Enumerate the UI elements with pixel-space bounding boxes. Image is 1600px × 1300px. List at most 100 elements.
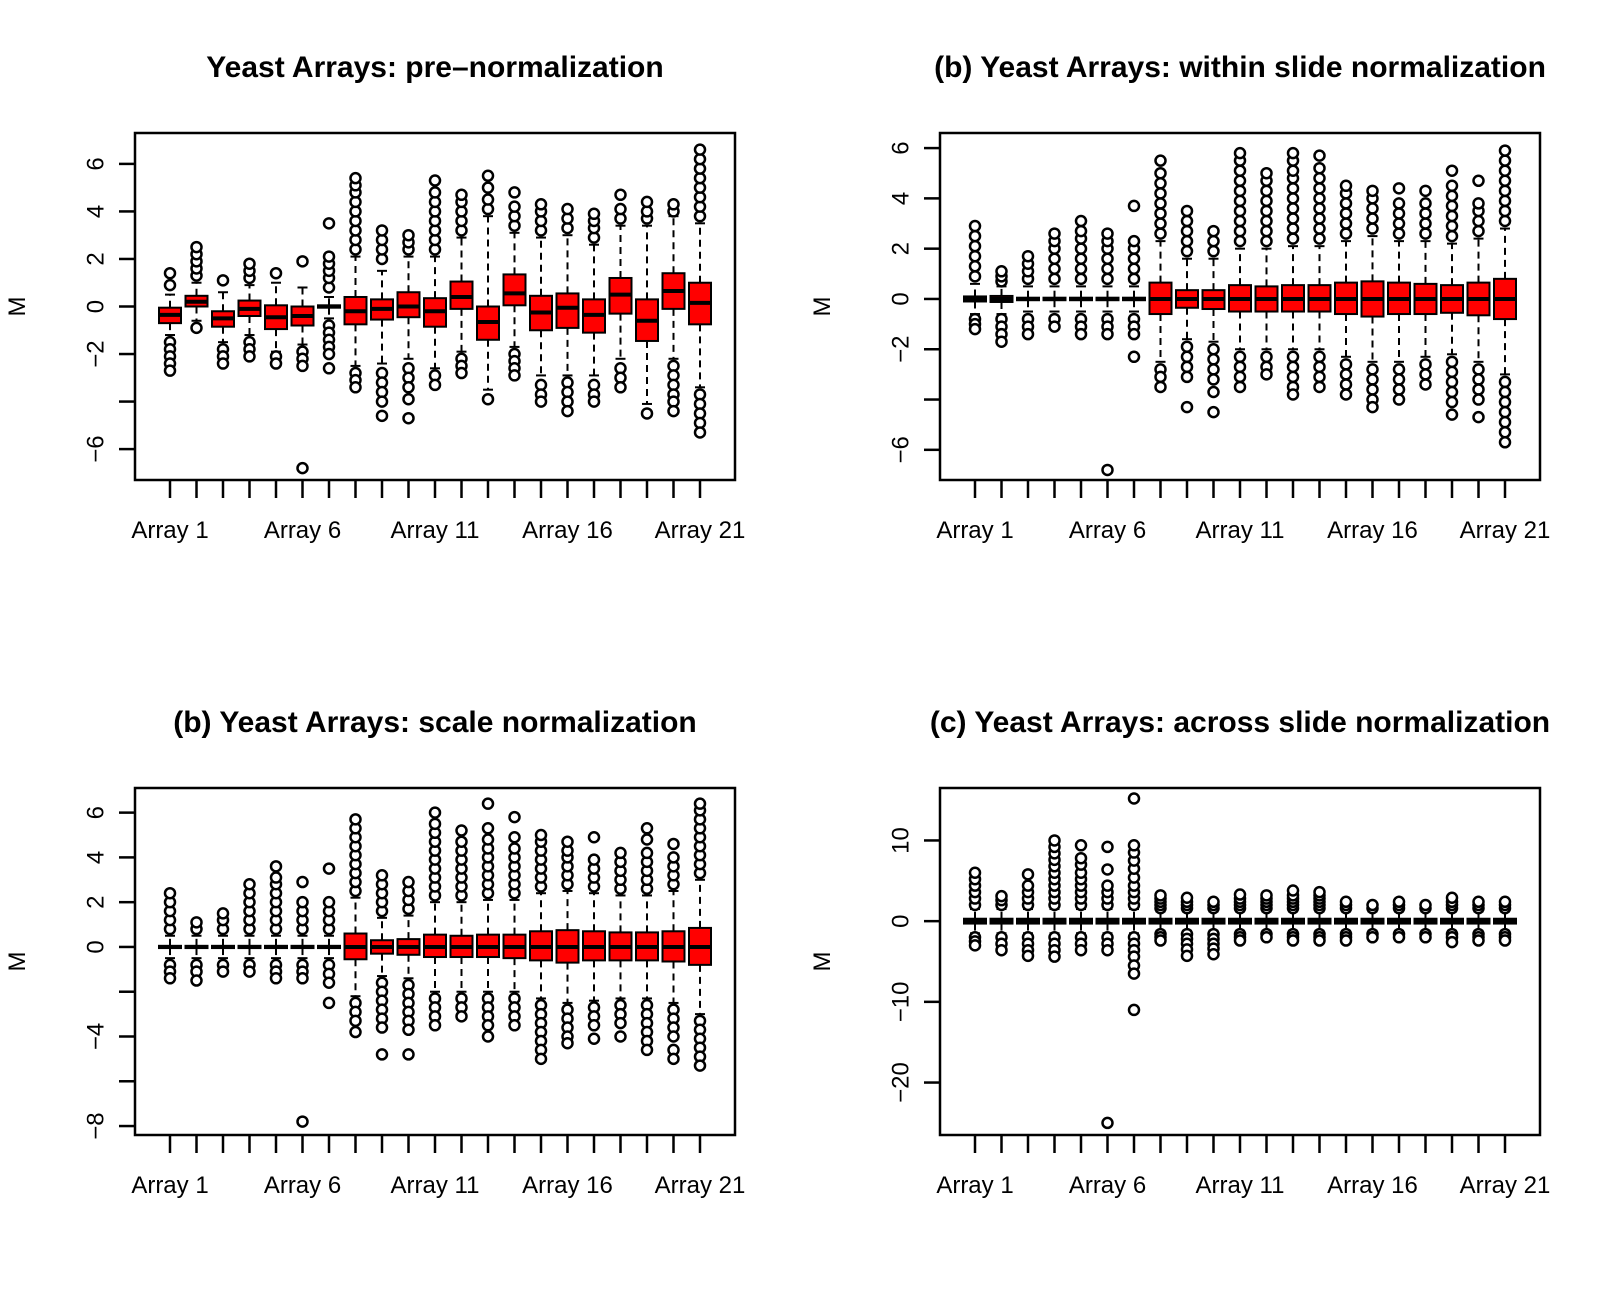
outlier-point [1233,146,1247,160]
box-array-4 [1042,227,1067,333]
outlier-point [1339,895,1353,909]
outlier-point [1392,227,1406,240]
outlier-point [1498,934,1512,947]
outlier-point [1154,187,1167,200]
outlier-point [968,249,982,263]
outlier-point [1180,244,1194,258]
outlier-point [1021,868,1035,881]
outlier-point [163,278,177,292]
outlier-point [1180,340,1194,353]
outlier-point [1154,197,1167,210]
box-array-4 [237,878,262,978]
outlier-point [1286,360,1300,374]
outlier-point [1048,252,1061,265]
outlier-point [1180,949,1194,963]
box-array-12 [449,188,474,380]
box-array-4 [1042,834,1067,963]
box-array-9 [370,224,394,423]
outlier-point [375,869,389,882]
outlier-point [1472,214,1485,228]
outlier-point [587,1032,601,1045]
outlier-point [243,350,256,363]
outlier-point [216,357,230,370]
outlier-point [995,335,1008,348]
box-array-11 [423,806,447,1032]
outlier-point [1313,360,1326,374]
outlier-point [1392,197,1406,210]
outlier-point [1419,184,1432,198]
outlier-point [1286,370,1300,384]
outlier-point [968,939,982,952]
box-array-15 [1334,179,1358,401]
outlier-point [561,202,574,216]
outlier-point [1074,272,1088,286]
outlier-point [1207,385,1220,399]
outlier-point [375,395,389,408]
outlier-point [428,186,442,199]
outlier-point [1074,252,1088,265]
outlier-point [1392,217,1406,230]
chart-title: (b) Yeast Arrays: scale normalization [173,706,697,739]
outlier-point [968,866,982,879]
outlier-point [534,828,548,842]
outlier-point [614,1030,627,1043]
y-tick-label: −6 [887,436,914,463]
box-array-17 [1387,182,1411,406]
outlier-point [968,239,982,253]
outlier-point [1233,214,1247,228]
box-array-16 [555,202,580,418]
box-array-9 [1175,891,1199,963]
y-tick-label: 2 [887,242,914,255]
outlier-point [322,862,336,875]
x-tick-label: Array 6 [264,517,341,544]
outlier-point [1286,182,1300,195]
box-array-15 [529,828,553,1066]
box-array-6 [290,255,315,475]
outlier-point [1101,262,1114,276]
y-tick-label: 0 [887,292,914,305]
outlier-point [1472,895,1485,909]
outlier-point [1180,360,1194,374]
y-tick-label: −10 [887,981,914,1022]
outlier-point [1233,234,1247,248]
outlier-point [1445,219,1459,233]
box-array-18 [1413,184,1438,391]
outlier-point [1498,184,1512,198]
box-array-16 [1360,184,1385,414]
outlier-point [1339,368,1353,381]
outlier-point [1286,222,1300,235]
outlier-point [1154,934,1167,947]
outlier-point [1233,360,1247,374]
box-array-7 [1122,792,1146,1017]
outlier-point [402,392,415,406]
box-array-12 [449,824,474,1023]
outlier-point [614,188,627,202]
box-array-3 [211,274,235,370]
outlier-point [1498,405,1512,419]
outlier-point [349,813,362,826]
outlier-point [1074,262,1088,276]
outlier-point [296,875,309,889]
outlier-point [190,974,203,987]
outlier-point [1154,380,1167,394]
outlier-point [667,851,680,864]
outlier-point [561,1036,574,1050]
box-array-6 [1095,227,1120,477]
outlier-point [296,1115,309,1128]
outlier-point [455,366,468,380]
outlier-point [667,837,680,851]
outlier-point [1048,227,1061,240]
outlier-point [455,824,468,837]
outlier-point [428,817,442,831]
outlier-point [1260,194,1273,208]
outlier-point [1180,370,1194,384]
y-tick-label: −8 [82,1112,109,1139]
outlier-point [1445,209,1459,223]
outlier-point [1313,161,1326,175]
outlier-point [614,202,627,216]
outlier-point [1233,370,1247,384]
outlier-point [968,322,982,336]
outlier-point [587,395,601,408]
box-array-1 [158,266,182,377]
